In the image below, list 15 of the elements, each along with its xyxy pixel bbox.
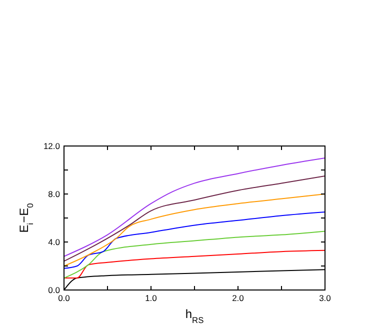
x-tick-label: 2.0 xyxy=(232,293,244,303)
x-tick-label: 3.0 xyxy=(319,293,332,303)
line-series xyxy=(64,194,325,266)
line-series xyxy=(64,176,325,262)
y-tick-label: 0.0 xyxy=(48,285,60,295)
x-tick-label: 0.0 xyxy=(58,293,70,303)
y-tick-label: 8.0 xyxy=(48,189,60,199)
x-axis-title: h$_{RS}$ xyxy=(185,307,204,325)
y-tick-label: 4.0 xyxy=(48,237,60,247)
line-series xyxy=(64,158,325,257)
x-tick-label: 1.0 xyxy=(145,293,158,303)
line-series xyxy=(64,230,325,278)
line-series xyxy=(64,212,325,269)
y-tick-label: 12.0 xyxy=(43,141,60,151)
line-series xyxy=(64,250,325,278)
